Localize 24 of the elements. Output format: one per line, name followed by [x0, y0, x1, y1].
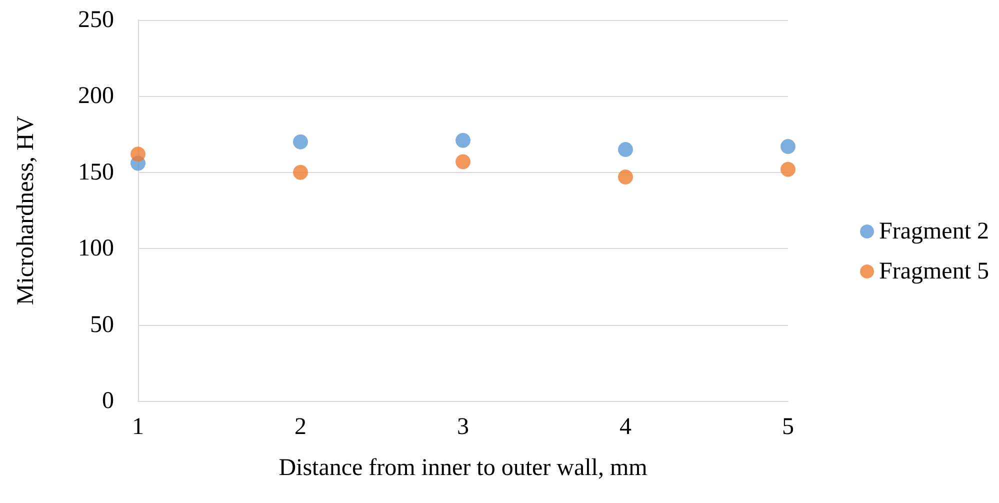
y-tick-label: 0 — [102, 388, 114, 414]
y-tick-label: 100 — [78, 236, 114, 262]
x-tick-label: 2 — [294, 414, 306, 440]
point — [293, 134, 308, 150]
point — [130, 146, 146, 162]
y-axis-title: Microhardness, HV — [13, 115, 39, 306]
y-tick-label: 250 — [78, 7, 114, 33]
point — [618, 169, 633, 184]
point — [456, 132, 470, 148]
x-axis-title: Distance from inner to outer wall, mm — [278, 455, 648, 481]
point — [780, 138, 796, 154]
legend-label: Fragment 2 — [879, 218, 990, 244]
x-tick-label: 3 — [457, 414, 469, 440]
point — [618, 142, 633, 158]
y-tick-label: 200 — [78, 83, 114, 110]
x-tick-label: 5 — [782, 414, 794, 440]
y-tick-label: 50 — [90, 312, 114, 338]
y-tick-label: 150 — [78, 159, 114, 186]
x-tick-label: 1 — [132, 414, 144, 440]
x-tick-label: 4 — [620, 414, 632, 440]
point — [293, 164, 308, 180]
legend-label: Fragment 5 — [879, 258, 990, 284]
point — [456, 154, 470, 170]
point — [780, 162, 796, 177]
